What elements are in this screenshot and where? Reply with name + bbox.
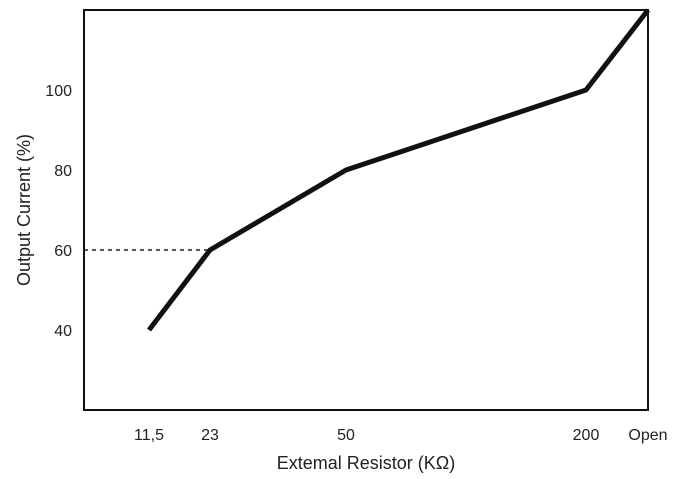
- y-tick-label: 40: [54, 323, 72, 340]
- y-axis-title: Output Current (%): [14, 134, 34, 286]
- x-tick-label: 11,5: [134, 427, 164, 444]
- x-axis-title: Extemal Resistor (KΩ): [277, 453, 456, 473]
- series-layer: [149, 10, 648, 330]
- y-tick-label: 100: [45, 83, 72, 100]
- plot-area-frame: [84, 10, 648, 410]
- y-axis: 40 60 80 100: [45, 83, 72, 340]
- y-tick-label: 80: [54, 163, 72, 180]
- x-axis: 11,5 23 50 200 Open: [134, 427, 668, 444]
- x-tick-label: 200: [573, 427, 600, 444]
- y-tick-label: 60: [54, 243, 72, 260]
- x-tick-label: Open: [628, 427, 667, 444]
- series-line: [149, 10, 648, 330]
- x-tick-label: 50: [337, 427, 355, 444]
- x-tick-label: 23: [201, 427, 219, 444]
